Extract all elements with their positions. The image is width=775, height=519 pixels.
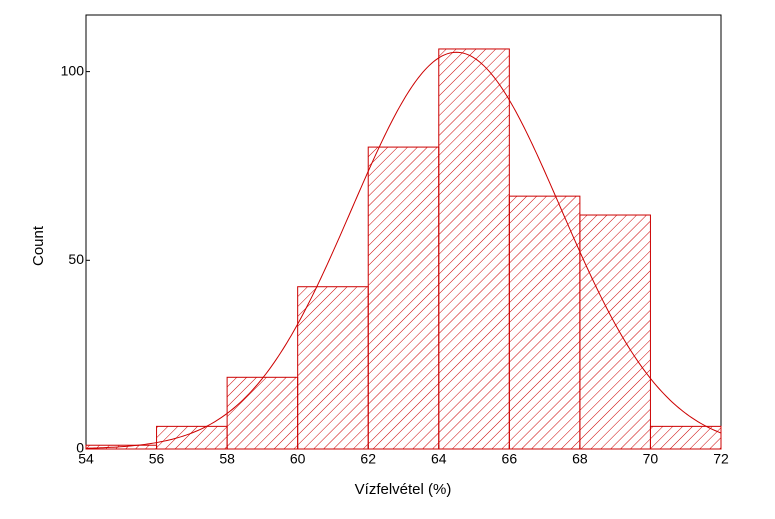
y-tick-label: 100 [61,62,85,78]
bar [649,425,722,450]
bar [579,214,651,450]
y-tick-label: 0 [76,440,84,456]
bar [438,48,510,450]
bar [156,425,228,450]
bar [508,195,581,450]
x-axis-label: Vízfelvétel (%) [355,481,452,498]
x-tick-label: 54 [78,451,94,467]
bar [297,286,369,450]
bar [226,376,299,450]
x-tick-label: 66 [502,451,518,467]
y-tick-label: 50 [68,251,84,267]
normal-curve [85,51,722,449]
x-tick-label: 68 [572,451,588,467]
x-tick-label: 58 [219,451,235,467]
y-axis-label: Count [30,225,47,266]
x-tick-label: 60 [290,451,306,467]
bar [367,146,440,450]
x-tick-label: 64 [431,451,447,467]
x-tick-label: 62 [360,451,376,467]
x-tick-label: 56 [149,451,165,467]
x-tick-label: 72 [713,451,729,467]
x-tick-label: 70 [643,451,659,467]
